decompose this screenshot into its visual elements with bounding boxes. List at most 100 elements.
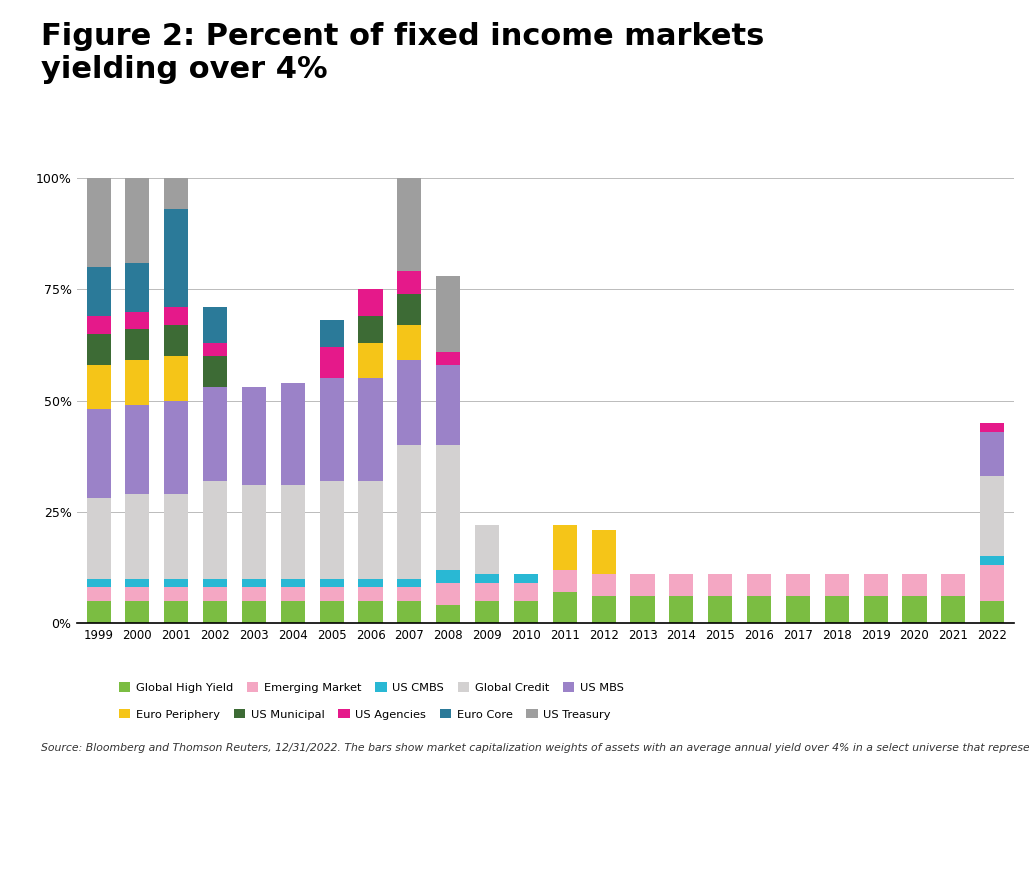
Bar (475, 583, 499, 601)
Bar (592, 530, 615, 574)
Bar (513, 574, 538, 583)
Bar (165, 356, 188, 400)
Bar (475, 601, 499, 623)
Bar (86, 267, 110, 316)
Bar (203, 343, 227, 356)
Bar (981, 476, 1004, 556)
Bar (981, 601, 1004, 623)
Bar (86, 178, 110, 267)
Bar (165, 178, 188, 209)
Bar (397, 578, 422, 587)
Bar (358, 601, 383, 623)
Bar (708, 574, 733, 596)
Bar (902, 574, 926, 596)
Bar (397, 178, 422, 271)
Bar (242, 387, 267, 485)
Legend: Global High Yield, Emerging Market, US CMBS, Global Credit, US MBS: Global High Yield, Emerging Market, US C… (119, 683, 624, 693)
Bar (397, 325, 422, 360)
Bar (281, 383, 305, 485)
Bar (475, 574, 499, 583)
Bar (203, 481, 227, 578)
Bar (397, 271, 422, 294)
Bar (747, 596, 771, 623)
Bar (863, 596, 888, 623)
Bar (320, 578, 344, 587)
Bar (397, 445, 422, 578)
Bar (165, 601, 188, 623)
Bar (436, 352, 460, 365)
Bar (86, 601, 110, 623)
Bar (436, 605, 460, 623)
Bar (86, 365, 110, 409)
Bar (203, 578, 227, 587)
Legend: Euro Periphery, US Municipal, US Agencies, Euro Core, US Treasury: Euro Periphery, US Municipal, US Agencie… (119, 709, 611, 720)
Bar (203, 307, 227, 343)
Bar (981, 423, 1004, 432)
Bar (358, 378, 383, 481)
Bar (981, 565, 1004, 601)
Bar (320, 320, 344, 347)
Bar (320, 347, 344, 378)
Bar (86, 316, 110, 334)
Bar (397, 360, 422, 445)
Bar (436, 445, 460, 570)
Bar (203, 387, 227, 481)
Bar (942, 596, 965, 623)
Bar (320, 601, 344, 623)
Bar (203, 356, 227, 387)
Bar (786, 596, 810, 623)
Bar (592, 574, 615, 596)
Bar (126, 360, 149, 405)
Bar (358, 481, 383, 578)
Bar (165, 578, 188, 587)
Bar (126, 178, 149, 263)
Bar (165, 587, 188, 601)
Bar (126, 405, 149, 494)
Bar (358, 343, 383, 378)
Bar (320, 378, 344, 481)
Bar (165, 209, 188, 307)
Bar (902, 596, 926, 623)
Bar (397, 294, 422, 325)
Bar (203, 601, 227, 623)
Bar (126, 587, 149, 601)
Bar (281, 587, 305, 601)
Bar (165, 494, 188, 578)
Bar (592, 596, 615, 623)
Text: Figure 2: Percent of fixed income markets
yielding over 4%: Figure 2: Percent of fixed income market… (41, 22, 765, 84)
Bar (165, 400, 188, 494)
Bar (513, 583, 538, 601)
Bar (358, 578, 383, 587)
Bar (165, 307, 188, 325)
Bar (786, 574, 810, 596)
Bar (165, 325, 188, 356)
Bar (281, 578, 305, 587)
Bar (126, 329, 149, 360)
Bar (86, 587, 110, 601)
Bar (242, 587, 267, 601)
Bar (631, 596, 654, 623)
Bar (942, 574, 965, 596)
Bar (824, 596, 849, 623)
Bar (747, 574, 771, 596)
Bar (436, 365, 460, 445)
Bar (86, 578, 110, 587)
Bar (513, 601, 538, 623)
Bar (126, 263, 149, 312)
Bar (126, 494, 149, 578)
Bar (553, 570, 577, 592)
Bar (436, 570, 460, 583)
Bar (436, 583, 460, 605)
Bar (553, 592, 577, 623)
Bar (281, 485, 305, 578)
Bar (436, 276, 460, 352)
Bar (397, 601, 422, 623)
Bar (863, 574, 888, 596)
Bar (553, 525, 577, 570)
Bar (126, 601, 149, 623)
Bar (242, 485, 267, 578)
Bar (86, 409, 110, 498)
Bar (126, 578, 149, 587)
Bar (981, 556, 1004, 565)
Bar (358, 316, 383, 343)
